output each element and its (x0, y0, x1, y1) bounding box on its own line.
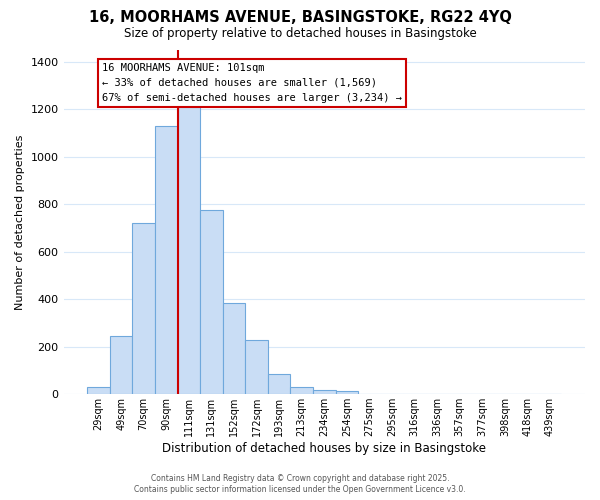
Bar (178, 76, 200, 394)
Y-axis label: Number of detached properties: Number of detached properties (15, 134, 25, 310)
Bar (335, 392, 358, 394)
Text: 16, MOORHAMS AVENUE, BASINGSTOKE, RG22 4YQ: 16, MOORHAMS AVENUE, BASINGSTOKE, RG22 4… (89, 10, 511, 25)
Bar (313, 390, 335, 394)
Bar (133, 224, 155, 394)
Bar (223, 303, 245, 394)
Bar (290, 387, 313, 394)
X-axis label: Distribution of detached houses by size in Basingstoke: Distribution of detached houses by size … (162, 442, 486, 455)
Text: Size of property relative to detached houses in Basingstoke: Size of property relative to detached ho… (124, 28, 476, 40)
Text: 16 MOORHAMS AVENUE: 101sqm
← 33% of detached houses are smaller (1,569)
67% of s: 16 MOORHAMS AVENUE: 101sqm ← 33% of deta… (102, 63, 402, 102)
Bar (245, 340, 268, 394)
Bar (110, 336, 133, 394)
Text: Contains HM Land Registry data © Crown copyright and database right 2025.
Contai: Contains HM Land Registry data © Crown c… (134, 474, 466, 494)
Bar (200, 210, 223, 394)
Bar (155, 126, 178, 394)
Bar (268, 374, 290, 394)
Bar (87, 387, 110, 394)
